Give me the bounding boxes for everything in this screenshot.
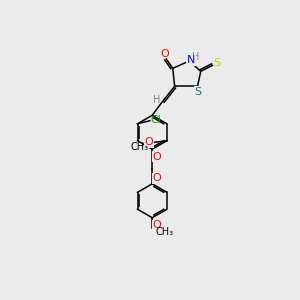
- Text: CH₃: CH₃: [131, 142, 149, 152]
- Text: O: O: [161, 49, 170, 59]
- Text: H: H: [153, 95, 161, 105]
- Text: N: N: [187, 55, 195, 65]
- Text: O: O: [152, 152, 161, 162]
- Text: O: O: [145, 137, 154, 147]
- Text: CH₃: CH₃: [155, 226, 174, 237]
- Text: O: O: [152, 173, 161, 184]
- Text: S: S: [195, 87, 202, 97]
- Text: O: O: [152, 220, 161, 230]
- Text: H: H: [192, 52, 199, 62]
- Text: Cl: Cl: [151, 115, 161, 125]
- Text: S: S: [213, 58, 220, 68]
